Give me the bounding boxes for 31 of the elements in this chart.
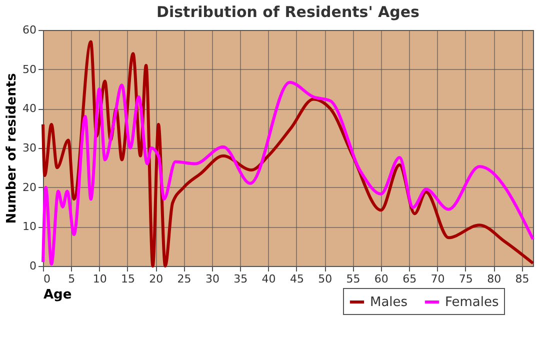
x-tick-label: 80 bbox=[487, 272, 502, 286]
y-tick-label: 60 bbox=[22, 24, 36, 36]
x-tick-label: 20 bbox=[149, 272, 164, 286]
x-tick-label: 50 bbox=[318, 272, 332, 286]
x-tick-label: 35 bbox=[234, 272, 248, 286]
x-tick-label: 75 bbox=[458, 272, 473, 286]
x-tick-label: 15 bbox=[120, 272, 135, 286]
x-tick-label: 40 bbox=[262, 272, 276, 286]
x-tick-label: 70 bbox=[430, 272, 445, 286]
x-tick-label: 25 bbox=[177, 272, 192, 286]
x-tick-label: 30 bbox=[205, 272, 220, 286]
legend-label: Females bbox=[445, 295, 500, 310]
x-tick-label: 55 bbox=[346, 272, 360, 286]
y-tick-label: 20 bbox=[22, 180, 36, 194]
y-tick-label: 30 bbox=[22, 142, 36, 154]
x-tick-label: 10 bbox=[92, 272, 107, 286]
y-axis-title: Number of residents bbox=[4, 72, 20, 224]
x-tick-label: 5 bbox=[68, 272, 76, 286]
x-tick-label: 0 bbox=[44, 272, 50, 286]
x-tick-label: 45 bbox=[290, 272, 304, 286]
y-tick-label: 10 bbox=[22, 220, 36, 234]
chart-title: Distribution of Residents' Ages bbox=[156, 3, 420, 21]
y-tick-label: 40 bbox=[22, 102, 36, 116]
y-tick-label: 0 bbox=[30, 260, 36, 272]
x-tick-label: 60 bbox=[374, 272, 388, 286]
x-tick-label: 65 bbox=[402, 272, 417, 286]
line-series bbox=[42, 80, 534, 266]
legend-label: Males bbox=[370, 295, 408, 310]
x-tick-label: 85 bbox=[515, 272, 530, 286]
x-axis-title: Age bbox=[44, 288, 72, 302]
y-tick-label: 50 bbox=[22, 62, 36, 76]
